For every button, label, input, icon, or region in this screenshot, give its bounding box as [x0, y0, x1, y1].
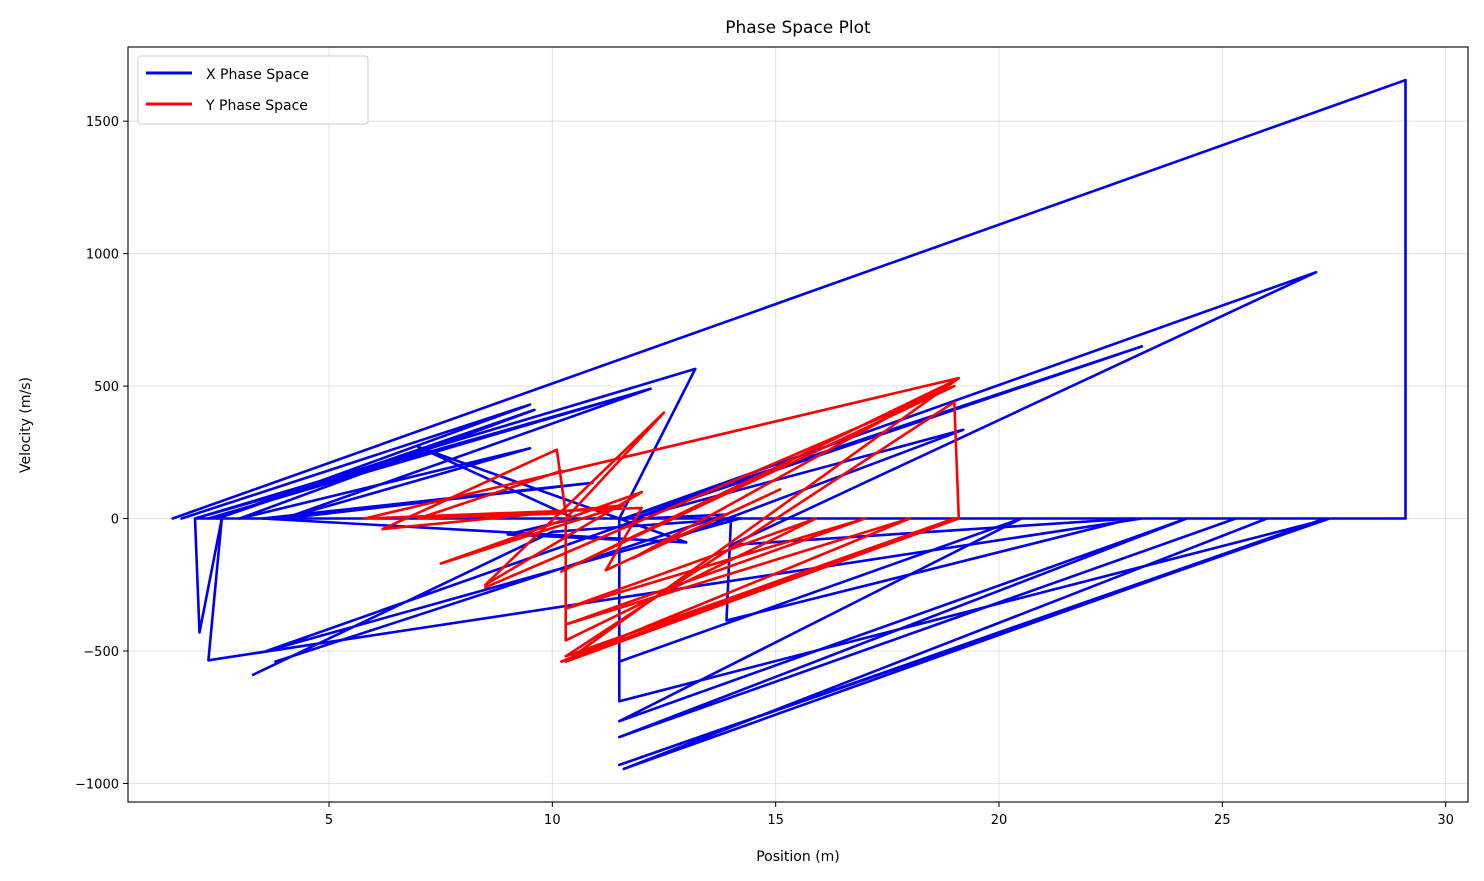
legend-label-x-phase-space: X Phase Space [206, 67, 309, 83]
x-tick-label: 10 [544, 813, 561, 828]
series-line-x-phase-space [617, 517, 1237, 739]
series-line-x-phase-space [171, 78, 1407, 771]
series-line-x-phase-space [622, 270, 1318, 622]
legend: X Phase Space Y Phase Space [137, 55, 369, 125]
legend-label-y-phase-space: Y Phase Space [205, 98, 308, 114]
x-tick-label: 30 [1437, 813, 1454, 828]
y-tick-label: 1000 [86, 248, 119, 263]
plot-frame [127, 46, 1469, 803]
series-line-y-phase-space [363, 376, 961, 663]
y-tick-label: −1000 [75, 777, 119, 792]
x-axis-label: Position (m) [756, 849, 840, 865]
x-tick-label: 20 [991, 813, 1008, 828]
x-tick-label: 5 [325, 813, 333, 828]
series-line-y-phase-space [363, 379, 956, 589]
series-lines [171, 78, 1407, 771]
legend-box [137, 55, 369, 125]
y-tick-label: 0 [111, 513, 119, 528]
y-tick-label: 1500 [86, 115, 119, 130]
x-tick-label: 15 [767, 813, 784, 828]
chart-title: Phase Space Plot [725, 18, 871, 38]
x-tick-label: 25 [1214, 813, 1231, 828]
y-axis-label: Velocity (m/s) [18, 377, 34, 473]
y-tick-label: 500 [94, 380, 119, 395]
axis-ticks: 5 10 15 20 25 30 −1000 −500 0 500 1000 1500 [75, 115, 1454, 828]
y-tick-label: −500 [83, 645, 119, 660]
